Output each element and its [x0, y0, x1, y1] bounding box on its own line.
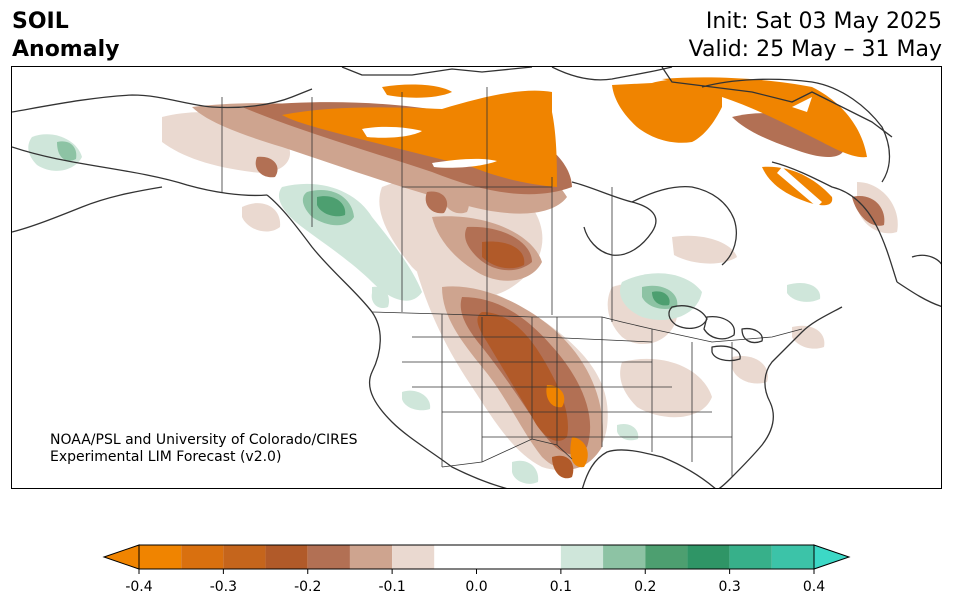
init-date: Init: Sat 03 May 2025 — [705, 9, 942, 34]
title-line-2: Anomaly — [12, 37, 120, 62]
map-panel: NOAA/PSL and University of Colorado/CIRE… — [11, 66, 942, 489]
colorbar-cell — [687, 545, 730, 569]
colorbar-tick-label: -0.4 — [125, 579, 152, 595]
colorbar-cell — [603, 545, 646, 569]
colorbar-tick-label: -0.3 — [210, 579, 237, 595]
colorbar-cell — [560, 545, 604, 569]
colorbar-extend-low — [102, 544, 140, 570]
colorbar-cell — [139, 545, 182, 569]
colorbar-cell — [349, 545, 393, 569]
strong-dry-fills — [477, 241, 574, 479]
title-line-1: SOIL — [12, 9, 69, 34]
colorbar-cell — [223, 545, 266, 569]
colorbar-cell — [518, 545, 561, 569]
colorbar-cell — [307, 545, 350, 569]
borders — [221, 87, 803, 477]
colorbar-tick-label: 0.0 — [465, 579, 487, 595]
colorbar-tick-label: 0.3 — [718, 579, 740, 595]
colorbar-cells — [139, 545, 814, 569]
colorbar-tick-label: 0.2 — [634, 579, 656, 595]
colorbar-tick-label: -0.2 — [294, 579, 321, 595]
date-info: Init: Sat 03 May 2025 Valid: 25 May – 31… — [689, 8, 942, 64]
colorbar-tick-label: -0.1 — [378, 579, 405, 595]
colorbar-tick-label: 0.4 — [803, 579, 825, 595]
colorbar-extend-high — [813, 544, 851, 570]
valid-date: Valid: 25 May – 31 May — [688, 37, 942, 62]
strong-wet-fills — [317, 196, 670, 306]
colorbar-cell — [645, 545, 688, 569]
colorbar-cell — [771, 545, 814, 569]
credit-line-1: NOAA/PSL and University of Colorado/CIRE… — [50, 432, 358, 448]
colorbar: -0.4 -0.3 -0.2 -0.1 0.0 0.1 0.2 0.3 0.4 — [102, 544, 851, 595]
colorbar-cell — [181, 545, 224, 569]
coastlines — [12, 67, 941, 488]
land-gaps — [362, 97, 822, 207]
colorbar-cell — [265, 545, 308, 569]
map-title: SOIL Anomaly — [12, 8, 119, 64]
colorbar-cell — [392, 545, 435, 569]
credit-line-2: Experimental LIM Forecast (v2.0) — [50, 449, 281, 465]
colorbar-cell — [434, 545, 519, 569]
colorbar-ticks: -0.4 -0.3 -0.2 -0.1 0.0 0.1 0.2 0.3 0.4 — [125, 569, 825, 595]
colorbar-cell — [729, 545, 772, 569]
colorbar-tick-label: 0.1 — [550, 579, 572, 595]
credit: NOAA/PSL and University of Colorado/CIRE… — [50, 432, 358, 465]
anomaly-map: NOAA/PSL and University of Colorado/CIRE… — [12, 67, 941, 488]
